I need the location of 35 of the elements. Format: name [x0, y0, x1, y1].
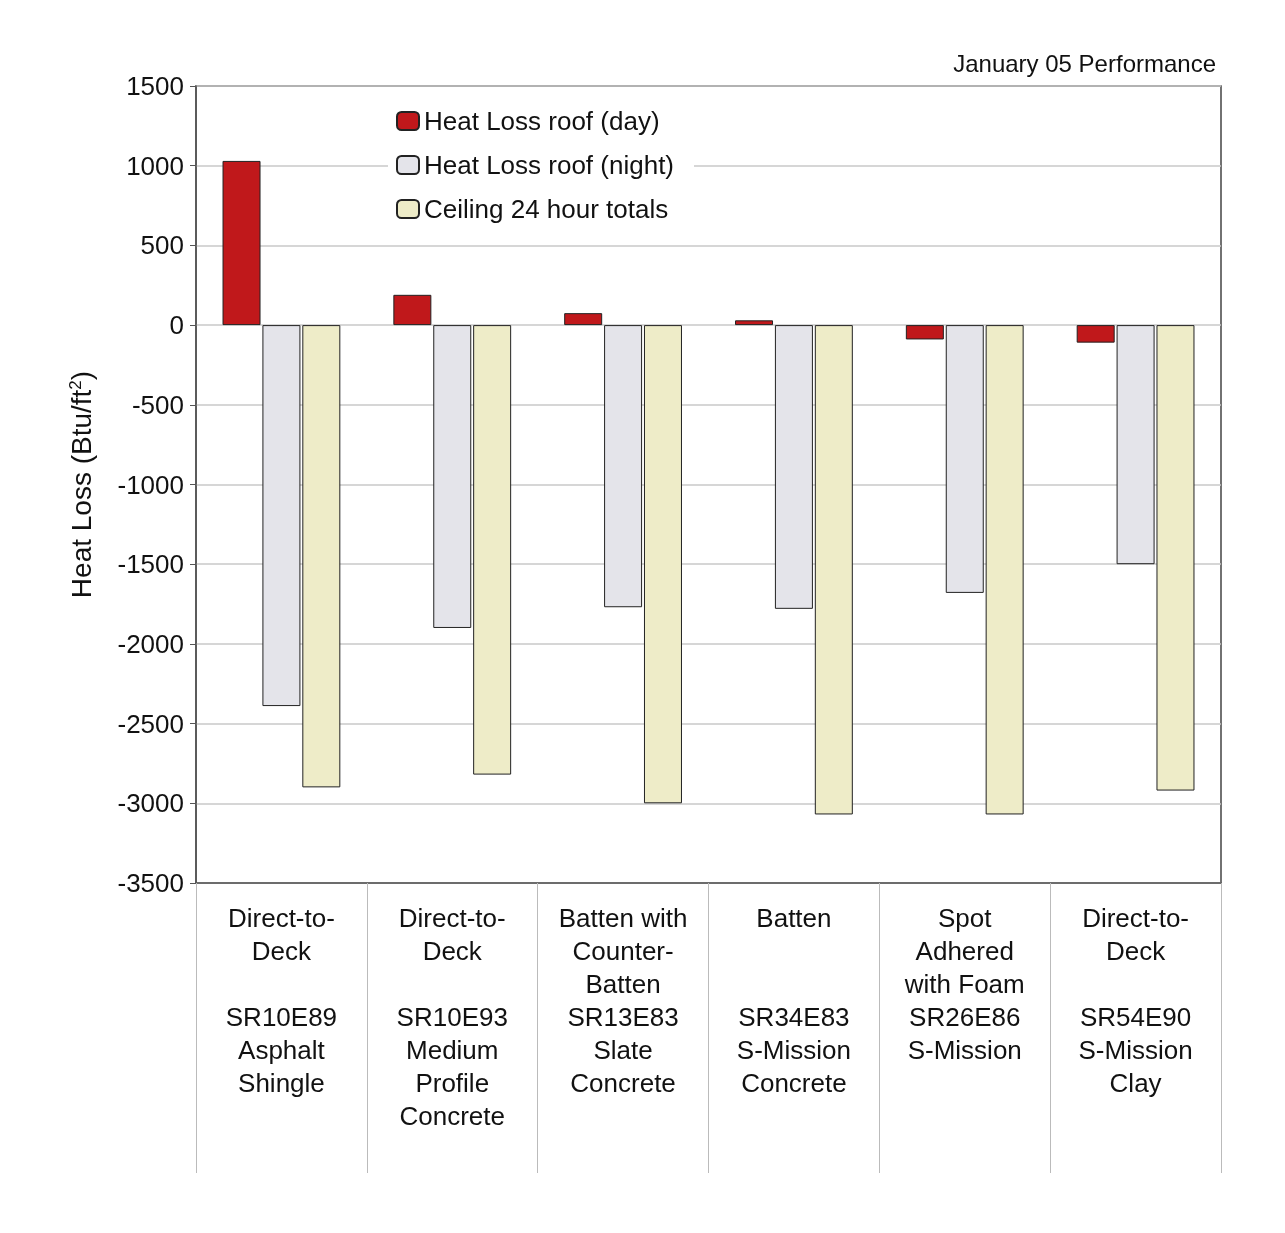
bar	[564, 313, 603, 326]
bar	[905, 325, 944, 340]
category-label: Direct-to- Deck SR54E90 S-Mission Clay	[1078, 902, 1193, 1098]
legend-label: Heat Loss roof (night)	[424, 150, 675, 180]
legend-label: Ceiling 24 hour totals	[424, 194, 669, 224]
bar	[222, 160, 261, 326]
bar	[643, 325, 682, 804]
bar	[945, 325, 984, 593]
chart-title: January 05 Performance	[953, 49, 1217, 77]
y-tick-label: 500	[140, 230, 184, 261]
y-tick-label: -1500	[117, 549, 184, 580]
y-tick-label: -3500	[117, 868, 184, 898]
y-tick-label: -500	[131, 389, 184, 420]
x-tick-label: Batten with Counter- Batten SR13E83 Slate Concrete	[558, 902, 688, 1098]
bar	[735, 320, 774, 326]
bar	[985, 325, 1024, 815]
category-label: Direct-to- Deck SR10E89 Asphalt Shingle	[225, 902, 338, 1098]
category-label: Batten SR34E83 S-Mission Concrete	[736, 902, 851, 1098]
bar	[473, 325, 512, 775]
y-tick-label: 1500	[126, 71, 184, 101]
y-tick-label: 1000	[126, 150, 184, 181]
y-axis-title: Heat Loss (Btu/ft2)	[66, 370, 97, 599]
y-tick-label: -1000	[117, 469, 184, 500]
y-tick-label: 0	[169, 310, 184, 341]
bar	[393, 294, 432, 326]
legend-label: Heat Loss roof (day)	[424, 106, 660, 136]
bar	[814, 325, 853, 815]
bar	[433, 325, 472, 628]
y-tick-label: -2500	[117, 708, 184, 739]
bar	[604, 325, 643, 608]
x-tick-label: Spot Adhered with Foam SR26E86 S-Mission	[903, 902, 1025, 1065]
y-tick-label: -3000	[117, 788, 184, 819]
y-tick-label: -2000	[117, 628, 184, 659]
bar	[774, 325, 813, 609]
category-label: Direct-to- Deck SR10E93 Medium Profile Concrete	[396, 902, 508, 1131]
